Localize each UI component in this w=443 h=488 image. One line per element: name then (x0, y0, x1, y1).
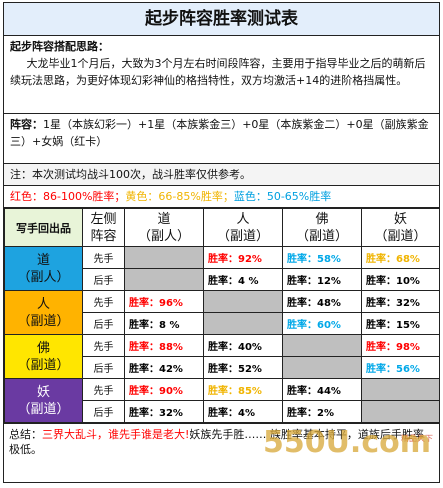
page-title: 起步阵容胜率测试表 (4, 3, 439, 36)
empty-cell (124, 268, 204, 291)
row-header: 妖（副道） (4, 378, 83, 423)
winrate-cell: 胜率：88% (124, 334, 204, 357)
empty-cell (361, 378, 440, 401)
intro-section: 起步阵容搭配思路： 大龙毕业1个月后，大致为3个月左右时间段阵容，主要用于指导毕… (4, 36, 439, 114)
watermark-sub: 精品天下 (401, 434, 433, 443)
table-row: 后手 胜率：4 % 胜率：12% 胜率：10% (5, 268, 440, 291)
row-header: 人（副道） (4, 290, 83, 335)
winrate-cell: 胜率：40% (203, 334, 283, 357)
watermark-logo: 550U.com (262, 425, 431, 460)
legend: 红色：86-100%胜率；黄色：66-85%胜率；蓝色：50-65%胜率 (4, 186, 439, 208)
row-header: 佛（副道） (4, 334, 83, 379)
winrate-table: 写手回出品 左侧 阵容 道（副人） 人（副道） 佛（副道） 妖（副道） 道（副人）… (4, 208, 440, 423)
summary: 总结：三界大乱斗，谁先手谁是老大!妖族先手胜…… 族胜率基本持平，道族后手胜率极… (4, 423, 439, 461)
first-move-label: 先手 (82, 378, 125, 401)
winrate-cell: 胜率：48% (282, 290, 362, 313)
winrate-cell: 胜率：98% (361, 334, 440, 357)
first-move-label: 先手 (82, 246, 125, 269)
winrate-cell: 胜率：32% (124, 400, 204, 423)
summary-highlight: 三界大乱斗，谁先手谁是老大! (42, 428, 190, 441)
lineup-section: 阵容：1星（本族幻彩一）+1星（本族紫金三）+0星（本族紫金二）+0星（副族紫金… (4, 114, 439, 164)
legend-blue: 蓝色：50-65%胜率 (233, 190, 332, 203)
summary-lead: 总结： (9, 428, 42, 441)
winrate-cell: 胜率：90% (124, 378, 204, 401)
empty-cell (203, 312, 283, 335)
winrate-cell: 胜率：42% (124, 356, 204, 379)
winrate-cell: 胜率：32% (361, 290, 440, 313)
winrate-cell: 胜率：12% (282, 268, 362, 291)
col-header-yao: 妖（副道） (361, 208, 440, 247)
empty-cell (124, 246, 204, 269)
empty-cell (203, 290, 283, 313)
winrate-cell: 胜率：44% (282, 378, 362, 401)
empty-cell (282, 356, 362, 379)
col-header-ren: 人（副道） (203, 208, 283, 247)
winrate-cell: 胜率：68% (361, 246, 440, 269)
winrate-cell: 胜率：85% (203, 378, 283, 401)
lineup-label: 阵容： (10, 118, 43, 131)
winrate-cell: 胜率：58% (282, 246, 362, 269)
winrate-cell: 胜率：2% (282, 400, 362, 423)
winrate-cell: 胜率：92% (203, 246, 283, 269)
table-row: 后手 胜率：8 % 胜率：60% 胜率：15% (5, 312, 440, 335)
row-header: 道（副人） (4, 246, 83, 291)
legend-yellow: 黄色：66-85%胜率； (125, 190, 234, 203)
table-corner: 写手回出品 (4, 208, 83, 247)
intro-heading: 起步阵容搭配思路： (10, 40, 109, 53)
lineup-text: 1星（本族幻彩一）+1星（本族紫金三）+0星（本族紫金二）+0星（副族紫金三）+… (10, 118, 429, 148)
winrate-cell: 胜率：4 % (203, 268, 283, 291)
second-move-label: 后手 (82, 400, 125, 423)
winrate-cell: 胜率：10% (361, 268, 440, 291)
legend-red: 红色：86-100%胜率； (10, 190, 126, 203)
winrate-cell: 胜率：60% (282, 312, 362, 335)
first-move-label: 先手 (82, 334, 125, 357)
col-header-dao: 道（副人） (124, 208, 204, 247)
table-row: 妖（副道） 先手 胜率：90% 胜率：85% 胜率：44% (4, 378, 440, 423)
table-row: 道（副人） 先手 胜率：92% 胜率：58% 胜率：68% (4, 246, 440, 291)
summary-rest: 妖族先手胜…… 族胜率基本持平，道族后手胜率极低。 (9, 428, 424, 456)
table-row: 佛（副道） 先手 胜率：88% 胜率：40% 胜率：98% (4, 334, 440, 379)
winrate-cell: 胜率：96% (124, 290, 204, 313)
winrate-cell: 胜率：4% (203, 400, 283, 423)
intro-text: 大龙毕业1个月后，大致为3个月左右时间段阵容，主要用于指导毕业之后的萌新后续玩法… (10, 57, 426, 87)
table-row: 后手 胜率：42% 胜率：52% 胜率：56% (5, 356, 440, 379)
winrate-cell: 胜率：8 % (124, 312, 204, 335)
winrate-cell: 胜率：56% (361, 356, 440, 379)
second-move-label: 后手 (82, 312, 125, 335)
second-move-label: 后手 (82, 268, 125, 291)
left-header: 左侧 阵容 (82, 208, 125, 247)
table-row: 后手 胜率：32% 胜率：4% 胜率：2% (5, 400, 440, 423)
test-sheet: 起步阵容胜率测试表 起步阵容搭配思路： 大龙毕业1个月后，大致为3个月左右时间段… (3, 2, 440, 483)
winrate-cell: 胜率：52% (203, 356, 283, 379)
note-section: 注：本次测试均战斗100次，战斗胜率仅供参考。 (4, 164, 439, 186)
second-move-label: 后手 (82, 356, 125, 379)
col-header-fo: 佛（副道） (282, 208, 362, 247)
winrate-cell: 胜率：15% (361, 312, 440, 335)
empty-cell (361, 400, 440, 423)
table-row: 人（副道） 先手 胜率：96% 胜率：48% 胜率：32% (4, 290, 440, 335)
empty-cell (282, 334, 362, 357)
first-move-label: 先手 (82, 290, 125, 313)
